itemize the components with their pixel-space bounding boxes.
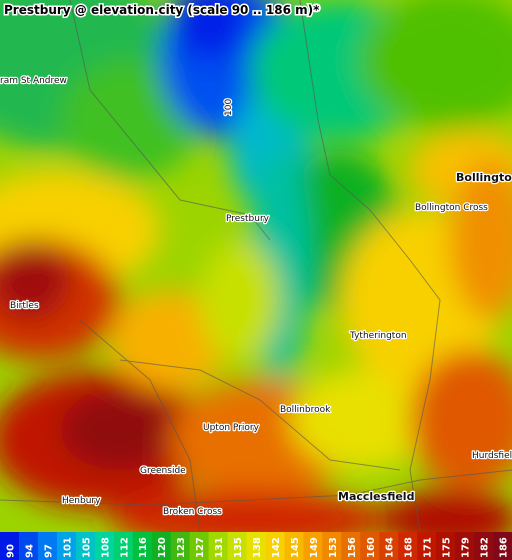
legend-label: 175: [442, 537, 453, 558]
place-label: Bollington Cross: [415, 203, 488, 213]
legend-label: 145: [290, 537, 301, 558]
legend-swatch: [246, 532, 266, 560]
place-label: Macclesfield: [338, 490, 414, 503]
legend-label: 186: [499, 537, 510, 558]
legend-swatch: [360, 532, 380, 560]
legend-label: 120: [157, 537, 168, 558]
legend-label: 182: [480, 537, 491, 558]
place-label: ram St Andrew: [0, 76, 67, 86]
legend: 90 94 97 101 105 108 112 116 120 123 127 131 135 138 1…: [0, 532, 512, 560]
legend-label: 131: [214, 537, 225, 558]
legend-swatch: [284, 532, 304, 560]
legend-swatch: [493, 532, 512, 560]
legend-label: 127: [195, 537, 206, 558]
legend-swatch: [474, 532, 494, 560]
place-label: Bollinbrook: [280, 405, 331, 415]
legend-label: 156: [347, 537, 358, 558]
legend-swatch: [303, 532, 323, 560]
place-label: Broken Cross: [163, 507, 222, 517]
place-label: Tytherington: [349, 331, 407, 341]
legend-label: 105: [81, 537, 92, 558]
legend-swatch: [341, 532, 361, 560]
legend-swatch: [398, 532, 418, 560]
place-label: Birtles: [10, 301, 39, 311]
place-label: Bollingto: [456, 171, 512, 184]
legend-swatch: [113, 532, 134, 560]
legend-label: 135: [233, 537, 244, 558]
legend-label: 112: [119, 537, 130, 558]
place-label: Hurdsfield: [472, 451, 512, 461]
legend-label: 138: [252, 537, 263, 558]
legend-swatch: [227, 532, 248, 560]
legend-label: 90: [5, 544, 16, 558]
legend-swatch: [455, 532, 475, 560]
legend-label: 160: [366, 537, 377, 558]
legend-swatch: [189, 532, 210, 560]
place-label: Prestbury: [226, 214, 270, 224]
legend-swatch: [208, 532, 229, 560]
legend-swatch: [322, 532, 342, 560]
legend-label: 168: [404, 537, 415, 558]
legend-label: 94: [24, 544, 35, 558]
legend-swatch: [75, 532, 96, 560]
legend-swatch: [132, 532, 153, 560]
legend-label: 171: [423, 537, 434, 558]
legend-label: 149: [309, 537, 320, 558]
legend-label: 116: [138, 537, 149, 558]
legend-swatch: [151, 532, 172, 560]
legend-label: 101: [62, 537, 73, 558]
legend-label: 164: [385, 537, 396, 558]
legend-label: 142: [271, 537, 282, 558]
place-label: Upton Priory: [203, 423, 260, 433]
legend-label: 123: [176, 537, 187, 558]
legend-swatch: [18, 532, 39, 560]
legend-swatch: [56, 532, 77, 560]
legend-label: 108: [100, 537, 111, 558]
legend-swatch: [436, 532, 456, 560]
place-label: Henbury: [62, 496, 101, 506]
legend-swatch: [265, 532, 285, 560]
legend-swatch: [417, 532, 437, 560]
place-labels: ram St Andrew 100 Bollingto Bollington Cros…: [0, 75, 512, 519]
legend-swatch: [379, 532, 399, 560]
place-label: 100: [224, 99, 234, 116]
legend-swatch: [0, 532, 20, 560]
place-label: Greenside: [140, 466, 186, 476]
legend-swatch: [94, 532, 115, 560]
legend-swatch: [37, 532, 58, 560]
legend-label: 97: [43, 544, 54, 558]
legend-label: 153: [328, 537, 339, 558]
map-title: Prestbury @ elevation.city (scale 90 .. …: [4, 3, 320, 17]
legend-label: 179: [461, 537, 472, 558]
legend-swatch: [170, 532, 191, 560]
